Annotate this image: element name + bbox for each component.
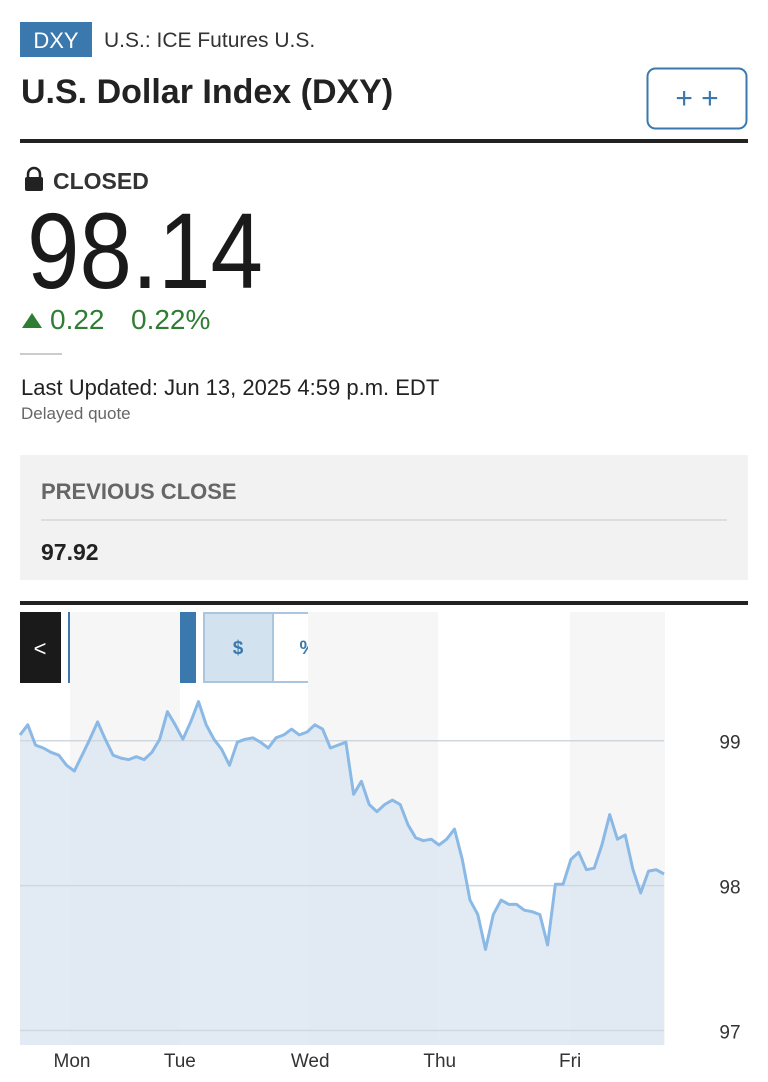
chart: 97 98 99 Mon Tue Wed Thu Fri [18, 700, 741, 1072]
price-line [18, 700, 665, 951]
market-status: CLOSED [53, 168, 149, 194]
lock-icon [25, 166, 43, 191]
y-tick-label: 99 [719, 733, 740, 754]
x-tick-label: Mon [54, 1051, 91, 1072]
watchlist-button[interactable] [646, 67, 748, 130]
area-fill [20, 701, 664, 1045]
delayed-note: Delayed quote [21, 404, 131, 423]
x-tick-label: Thu [423, 1051, 456, 1072]
badge: DXY [33, 28, 79, 53]
previous-close-box [20, 455, 748, 580]
back-button[interactable] [20, 612, 61, 683]
divider [20, 601, 748, 605]
short-divider [20, 353, 62, 355]
dollar-toggle[interactable] [203, 612, 274, 683]
up-arrow [22, 313, 42, 328]
button-label[interactable]: + + [675, 82, 718, 115]
previous-close-value: 97.92 [41, 539, 99, 565]
exchange: U.S.: ICE Futures U.S. [104, 29, 315, 52]
y-tick-label: 98 [719, 878, 740, 899]
previous-close-label: PREVIOUS CLOSE [41, 479, 237, 504]
badge-bg [20, 22, 92, 57]
box-divider [41, 519, 727, 521]
title[interactable]: U.S. Dollar Index (DXY) [21, 73, 393, 111]
back-label[interactable]: < [34, 636, 47, 661]
x-tick-label: Tue [164, 1051, 196, 1072]
price: 98.14 [27, 190, 263, 311]
change: 0.22 [50, 304, 105, 335]
x-tick-label: Wed [291, 1051, 330, 1072]
last-updated: Last Updated: Jun 13, 2025 4:59 p.m. EDT [21, 375, 439, 400]
x-tick-label: Fri [559, 1051, 581, 1072]
change-percent: 0.22% [131, 304, 210, 335]
y-tick-label: 97 [719, 1023, 740, 1044]
divider [20, 139, 748, 143]
dollar-label[interactable]: $ [233, 638, 244, 659]
